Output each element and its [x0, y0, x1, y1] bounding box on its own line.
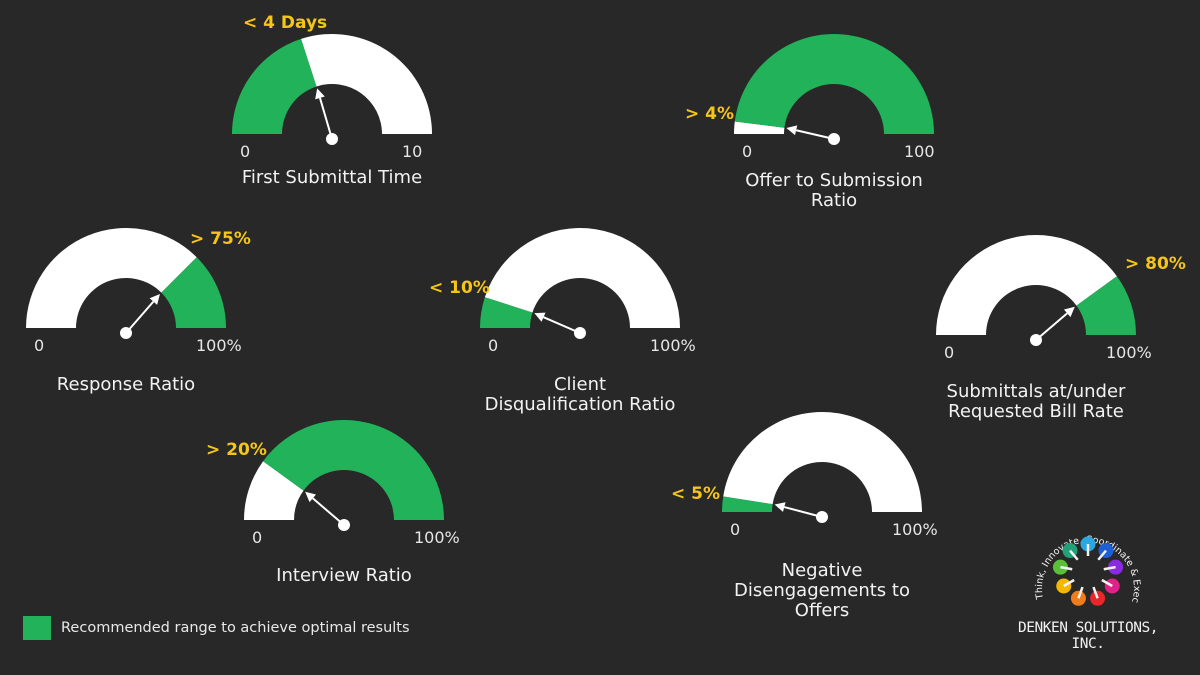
gauge-track-segment [723, 411, 922, 512]
gauge-threshold-label: > 20% [206, 440, 267, 460]
gauge-min-label: 0 [240, 142, 251, 161]
gauge-threshold-label: < 4 Days [243, 13, 328, 33]
logo-bulb-base [1069, 549, 1079, 561]
gauge-needle-pivot [816, 511, 828, 523]
gauge-title: Submittals at/under Requested Bill Rate [946, 381, 1126, 422]
logo-bulb-base [1063, 578, 1075, 588]
gauge-needle-pivot [1030, 334, 1042, 346]
gauge-needle-pivot [338, 519, 350, 531]
gauge-needle [795, 129, 835, 140]
legend: Recommended range to achieve optimal res… [23, 616, 410, 640]
gauge-recommended-segment [480, 297, 533, 328]
gauge-title: Negative Disengagements to Offers [734, 560, 910, 621]
logo-bulb-base [1103, 565, 1116, 571]
logo-center [1084, 568, 1092, 576]
gauge-needle-arrowhead [534, 312, 546, 322]
gauge-needle [125, 300, 155, 334]
gauge-recommended-segment [1076, 276, 1136, 335]
logo-bulbs-graphic: Think, Innovate, Coordinate & Execute [1005, 512, 1142, 606]
gauge-min-label: 0 [488, 336, 499, 355]
gauge-track-segment [484, 228, 680, 328]
logo-bulb-base [1092, 586, 1099, 599]
gauge-max-label: 100% [892, 520, 938, 539]
gauge-needle-arrowhead [149, 294, 160, 305]
gauge-needle-pivot [120, 327, 132, 339]
gauge-title: Response Ratio [56, 374, 196, 395]
gauge-needle [319, 97, 333, 140]
gauge-needle-arrowhead [1063, 306, 1075, 318]
logo-bulb-base [1077, 586, 1084, 599]
gauge-needle [784, 506, 823, 518]
gauge-threshold-label: < 10% [429, 278, 490, 298]
gauge-min-label: 0 [34, 336, 45, 355]
gauge-max-label: 100% [650, 336, 696, 355]
gauge-recommended-segment [263, 419, 444, 520]
gauge-max-label: 100% [414, 528, 460, 547]
gauge-min-label: 0 [252, 528, 263, 547]
gauge-recommended-segment [232, 38, 317, 134]
gauge-max-label: 100% [196, 336, 242, 355]
gauge-track-segment [26, 227, 197, 328]
logo-bulb-base [1101, 578, 1113, 588]
gauge-needle-arrowhead [786, 125, 798, 136]
gauge-track-segment [936, 234, 1117, 335]
gauge-threshold-label: > 4% [685, 104, 735, 124]
gauge-needle [312, 497, 345, 526]
gauge-needle-arrowhead [315, 88, 325, 100]
gauge-needle [1035, 312, 1068, 341]
gauge-title: First Submittal Time [241, 167, 423, 188]
gauge-needle-pivot [828, 133, 840, 145]
gauge-needle-arrowhead [305, 491, 317, 503]
gauge-recommended-segment [161, 257, 226, 328]
gauge-max-label: 100% [1106, 343, 1152, 362]
company-logo: Think, Innovate, Coordinate & Execute DE… [1005, 512, 1168, 652]
legend-swatch-recommended [23, 616, 51, 640]
logo-bulb-base [1060, 565, 1073, 571]
gauge-needle-pivot [326, 133, 338, 145]
gauge-title: Offer to Submission Ratio [745, 170, 923, 211]
gauge-min-label: 0 [730, 520, 741, 539]
gauge-threshold-label: > 80% [1125, 254, 1186, 274]
gauge-track-segment [301, 34, 432, 134]
gauge-title: Client Disqualification Ratio [484, 374, 676, 415]
gauge-needle-arrowhead [774, 502, 786, 512]
logo-tagline: Think, Innovate, Coordinate & Execute [1008, 520, 1142, 604]
company-name: DENKEN SOLUTIONS, INC. [1018, 620, 1158, 652]
gauge-track-segment [244, 461, 304, 520]
gauge-track-segment [734, 121, 785, 134]
gauge-title: Interview Ratio [276, 565, 412, 586]
logo-bulb-base [1097, 549, 1107, 561]
gauge-max-label: 100 [904, 142, 935, 161]
gauge-threshold-label: > 75% [190, 229, 251, 249]
gauge-max-label: 10 [402, 142, 423, 161]
gauge-min-label: 0 [944, 343, 955, 362]
gauge-recommended-segment [734, 33, 934, 134]
gauge-threshold-label: < 5% [671, 484, 721, 504]
gauge-recommended-segment [722, 496, 773, 512]
gauge-min-label: 0 [742, 142, 753, 161]
legend-label: Recommended range to achieve optimal res… [61, 620, 410, 636]
gauge-needle [543, 316, 581, 334]
gauge-needle-pivot [574, 327, 586, 339]
